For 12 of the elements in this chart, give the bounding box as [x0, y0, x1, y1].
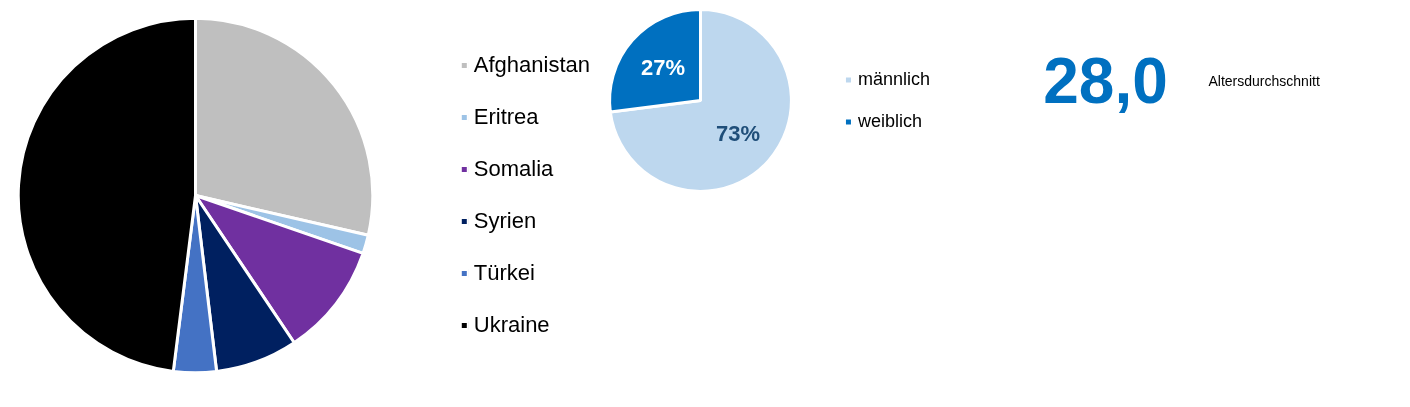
- data-label: 27%: [640, 54, 686, 80]
- legend-label: Syrien: [473, 208, 537, 234]
- legend-label: Ukraine: [473, 312, 550, 338]
- legend-label: Eritrea: [473, 104, 539, 130]
- legend-label: Afghanistan: [473, 52, 590, 78]
- text: 28,0: [1043, 45, 1168, 117]
- legend-label: weiblich: [857, 110, 922, 132]
- legend-label: Türkei: [473, 260, 535, 286]
- text: Altersdurchschnitt: [1208, 72, 1320, 89]
- data-label: 73%: [715, 121, 761, 147]
- legend-label: männlich: [857, 68, 930, 90]
- legend-label: Somalia: [473, 156, 554, 182]
